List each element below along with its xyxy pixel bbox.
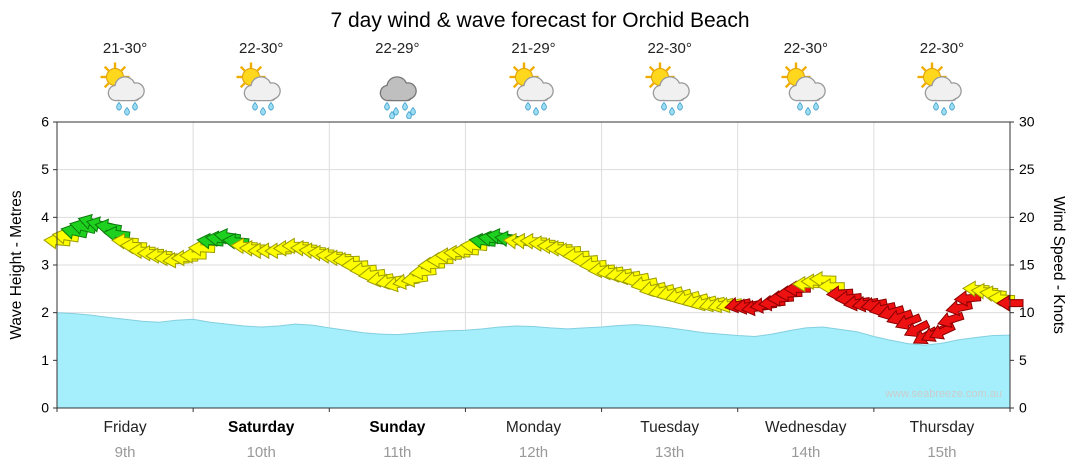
wind-axis-title: Wind Speed - Knots xyxy=(1050,196,1067,334)
day-name-label: Tuesday xyxy=(640,419,700,436)
weather-icon-holder xyxy=(504,61,564,119)
day-name-label: Wednesday xyxy=(764,419,847,436)
day-temperature-label: 22-30° xyxy=(647,40,692,57)
sun-cloud-rain-icon xyxy=(100,62,145,116)
cloud-rain-icon xyxy=(380,76,418,120)
day-temperature-label: 22-30° xyxy=(919,40,965,57)
day-date-label: 12th xyxy=(518,444,549,461)
sun-cloud-rain-icon xyxy=(645,62,690,116)
weather-icon-holder xyxy=(912,61,972,119)
day-name-label: Friday xyxy=(103,419,147,436)
wave-axis-tick-label: 3 xyxy=(41,257,49,273)
sun-cloud-rain-icon xyxy=(917,62,962,116)
day-date-label: 14th xyxy=(791,444,821,461)
wind-axis-tick-label: 0 xyxy=(1019,400,1027,416)
wind-axis-tick-label: 5 xyxy=(1019,352,1027,368)
wind-arrow xyxy=(894,313,922,331)
day-temperature-label: 21-30° xyxy=(102,40,148,57)
wave-height-area xyxy=(57,312,1010,408)
weather-icon-holder xyxy=(367,61,427,120)
axis-ticks: 0 1 2 3 4 5 6 0 5 10 15 20 25 30 xyxy=(41,114,1035,416)
day-date-label: 9th xyxy=(114,444,136,461)
wave-axis-tick-label: 1 xyxy=(41,352,49,368)
sun-cloud-rain-icon xyxy=(781,62,826,116)
wave-axis-tick-label: 2 xyxy=(41,304,49,320)
wind-axis-tick-label: 15 xyxy=(1019,257,1035,273)
day-date-label: 13th xyxy=(655,444,685,461)
day-temperature-label: 22-30° xyxy=(783,40,828,57)
day-name-label: Thursday xyxy=(909,419,975,436)
watermark: www.seabreeze.com.au xyxy=(885,388,1002,400)
weather-icon-holder xyxy=(776,61,836,119)
day-temperature-label: 21-29° xyxy=(511,40,556,57)
wave-axis-tick-label: 0 xyxy=(41,400,49,416)
plot-border xyxy=(56,121,1011,409)
weather-icon-holder xyxy=(95,61,155,119)
wave-axis-tick-label: 4 xyxy=(41,209,49,225)
wind-axis-tick-label: 10 xyxy=(1019,304,1035,320)
day-date-label: 10th xyxy=(246,444,276,461)
day-name-label: Monday xyxy=(505,419,562,436)
page-title: 7 day wind & wave forecast for Orchid Be… xyxy=(330,9,750,32)
gridlines xyxy=(57,122,1010,408)
wind-arrow xyxy=(817,278,845,295)
day-name-label: Saturday xyxy=(228,419,295,436)
wave-axis-tick-label: 5 xyxy=(41,161,49,177)
weather-icon-holder xyxy=(640,61,700,119)
wind-arrows xyxy=(43,213,1024,345)
sun-cloud-rain-icon xyxy=(236,62,282,116)
wind-axis-tick-label: 30 xyxy=(1019,114,1035,130)
weather-icon-holder xyxy=(231,61,291,119)
wave-height-line xyxy=(56,312,1011,346)
sun-cloud-rain-icon xyxy=(509,62,554,116)
wind-axis-tick-label: 25 xyxy=(1019,161,1035,177)
wind-arrow xyxy=(903,319,931,338)
wave-axis-tick-label: 6 xyxy=(41,114,49,130)
day-temperature-label: 22-29° xyxy=(375,40,420,57)
wind-axis-tick-label: 20 xyxy=(1019,209,1035,225)
day-name-label: Sunday xyxy=(369,419,426,436)
day-date-label: 11th xyxy=(383,444,412,461)
wave-axis-title: Wave Height - Metres xyxy=(8,190,25,340)
day-temperature-label: 22-30° xyxy=(239,40,284,57)
day-date-label: 15th xyxy=(927,444,957,461)
